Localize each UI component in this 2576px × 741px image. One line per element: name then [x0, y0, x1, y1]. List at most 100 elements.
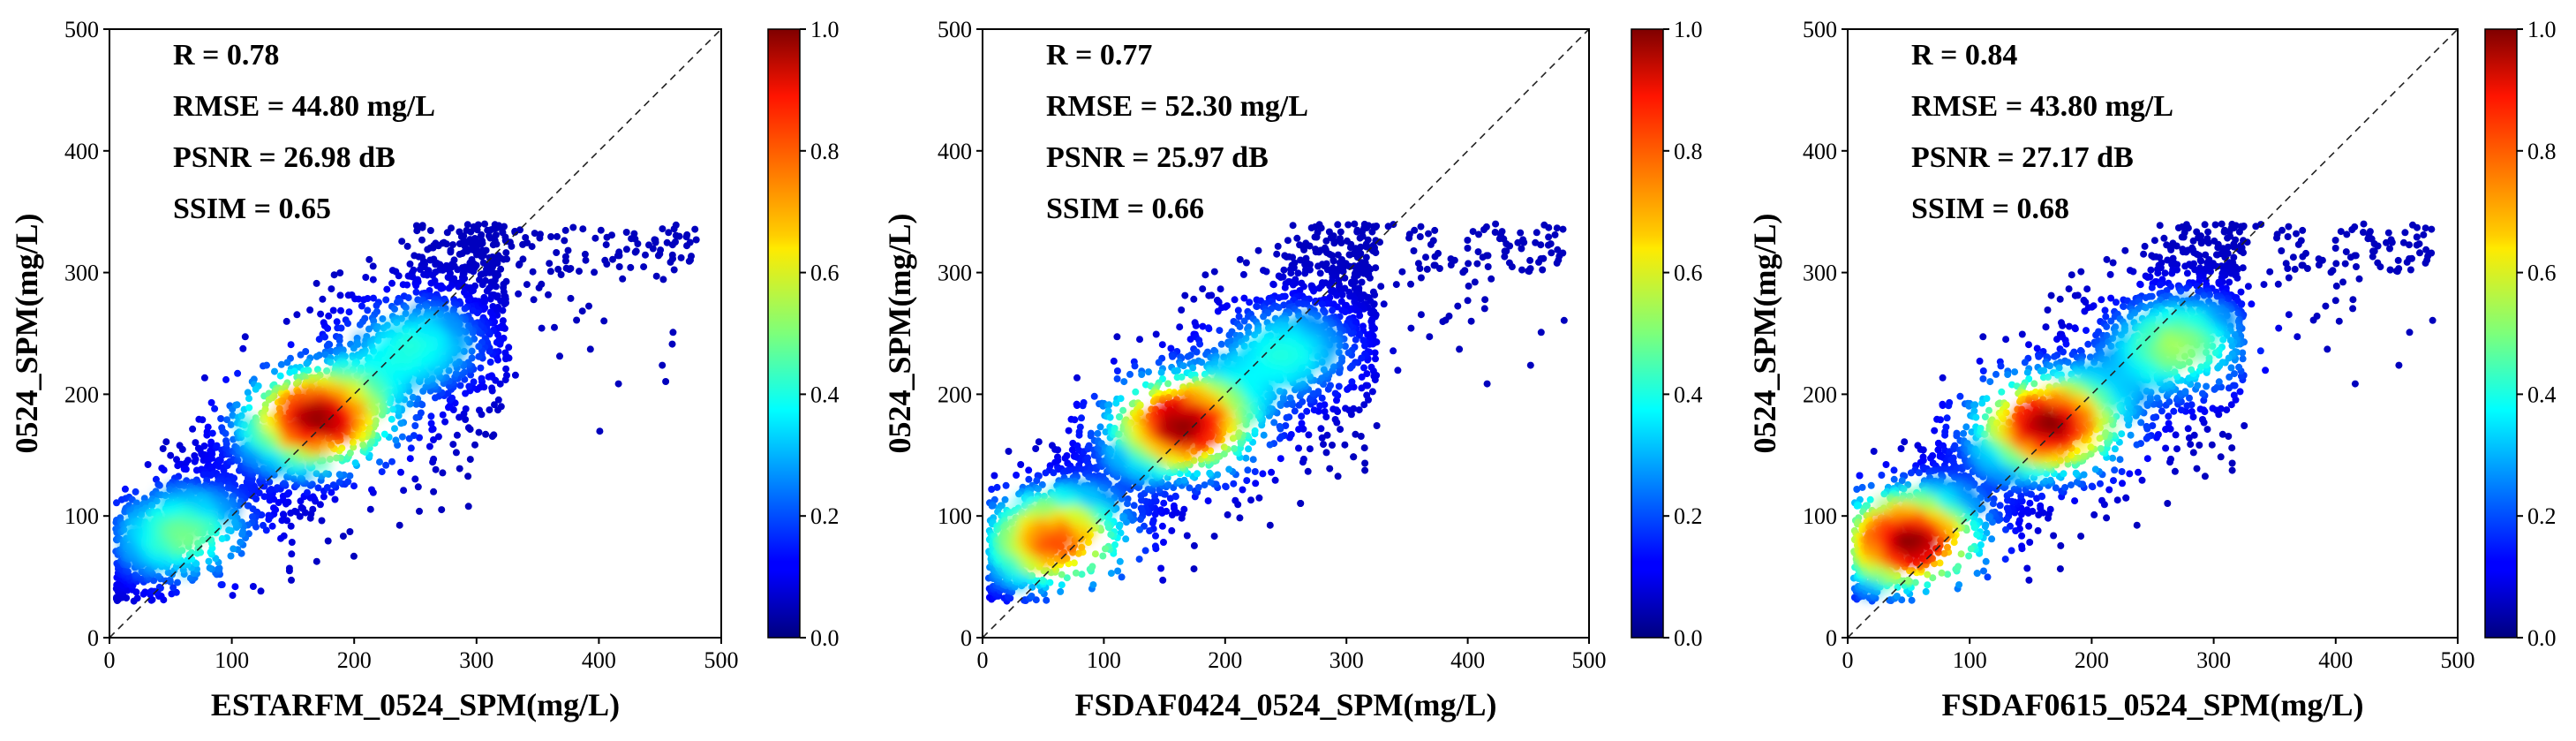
scatter-point	[1316, 402, 1323, 409]
scatter-point	[1058, 581, 1066, 588]
scatter-point	[1312, 299, 1319, 306]
scatter-point	[398, 238, 405, 245]
scatter-point	[619, 276, 626, 283]
scatter-point	[245, 405, 252, 412]
scatter-point	[1485, 263, 1492, 270]
scatter-point	[1418, 275, 1425, 282]
scatter-point	[1298, 412, 1305, 420]
scatter-point	[1525, 268, 1532, 275]
scatter-point	[1242, 455, 1249, 462]
scatter-point	[1138, 371, 1145, 378]
scatter-point	[357, 321, 364, 329]
scatter-point	[561, 237, 568, 244]
scatter-point	[1425, 231, 1432, 238]
scatter-point	[370, 262, 377, 269]
scatter-point	[1472, 278, 1479, 285]
scatter-point	[1312, 233, 1319, 240]
scatter-point	[475, 353, 482, 360]
scatter-point	[579, 307, 586, 314]
scatter-point	[1137, 516, 1144, 523]
scatter-point	[1299, 420, 1306, 427]
scatter-point	[1136, 336, 1143, 343]
density-blob	[448, 357, 466, 374]
scatter-point	[573, 317, 580, 324]
colorbar-tick-label: 0.2	[810, 503, 840, 529]
scatter-point	[465, 424, 472, 431]
scatter-point	[277, 535, 284, 542]
scatter-point	[376, 458, 383, 465]
density-blob	[177, 561, 194, 578]
scatter-point	[1169, 353, 1176, 360]
scatter-point	[1153, 331, 1160, 338]
scatter-point	[519, 241, 526, 248]
scatter-point	[632, 249, 639, 256]
scatter-point	[655, 252, 662, 259]
scatter-point	[665, 229, 672, 236]
scatter-point	[1368, 229, 1375, 236]
scatter-point	[444, 229, 451, 236]
scatter-point	[346, 308, 353, 315]
scatter-point	[1314, 262, 1322, 269]
scatter-point	[653, 273, 660, 280]
scatter-point	[222, 376, 230, 383]
scatter-point	[183, 465, 190, 473]
scatter-point	[512, 372, 519, 379]
scatter-point	[1217, 285, 1224, 292]
scatter-point	[1105, 401, 1112, 408]
scatter-point	[411, 422, 418, 429]
scatter-point	[553, 249, 560, 256]
scatter-point	[1270, 419, 1277, 426]
density-blob	[293, 447, 311, 465]
scatter-point	[1390, 347, 1397, 354]
scatter-point	[616, 263, 623, 270]
scatter-point	[1136, 556, 1143, 563]
scatter-point	[1149, 519, 1156, 526]
scatter-point	[373, 302, 380, 309]
scatter-point	[1560, 226, 1567, 233]
density-blob	[415, 320, 433, 337]
scatter-point	[1367, 275, 1374, 282]
metric-text: RMSE = 44.80 mg/L	[173, 90, 435, 123]
scatter-point	[516, 261, 523, 268]
scatter-point	[1363, 392, 1370, 399]
scatter-point	[277, 373, 284, 380]
scatter-point	[686, 258, 693, 265]
scatter-point	[305, 367, 312, 374]
metric-text: SSIM = 0.65	[173, 193, 331, 225]
scatter-point	[478, 375, 486, 382]
density-blob	[154, 538, 171, 556]
scatter-point	[397, 420, 404, 427]
scatter-point	[508, 243, 515, 250]
scatter-point	[1305, 431, 1312, 438]
scatter-point	[502, 249, 509, 256]
scatter-point	[598, 227, 605, 234]
scatter-point	[245, 395, 252, 402]
scatter-point	[1275, 243, 1282, 250]
scatter-point	[280, 510, 287, 518]
scatter-point	[1084, 455, 1091, 462]
scatter-point	[1230, 480, 1237, 488]
scatter-point	[515, 291, 522, 298]
scatter-point	[1208, 291, 1215, 299]
scatter-point	[585, 303, 592, 310]
scatter-point	[328, 285, 335, 292]
scatter-point	[1180, 506, 1187, 513]
density-blob	[185, 492, 202, 510]
scatter-point	[1545, 242, 1552, 249]
scatter-point	[659, 362, 666, 369]
metric-text: PSNR = 26.98 dB	[173, 141, 395, 174]
scatter-point	[1456, 345, 1463, 352]
scatter-point	[562, 257, 569, 264]
scatter-point	[1417, 233, 1424, 240]
scatter-point	[391, 425, 398, 432]
scatter-point	[990, 473, 998, 480]
scatter-point	[1114, 375, 1121, 382]
scatter-point	[1518, 246, 1525, 253]
scatter-point	[1319, 300, 1326, 307]
scatter-point	[333, 349, 340, 356]
scatter-point	[237, 539, 244, 546]
scatter-point	[1459, 268, 1466, 276]
scatter-point	[1284, 414, 1291, 421]
